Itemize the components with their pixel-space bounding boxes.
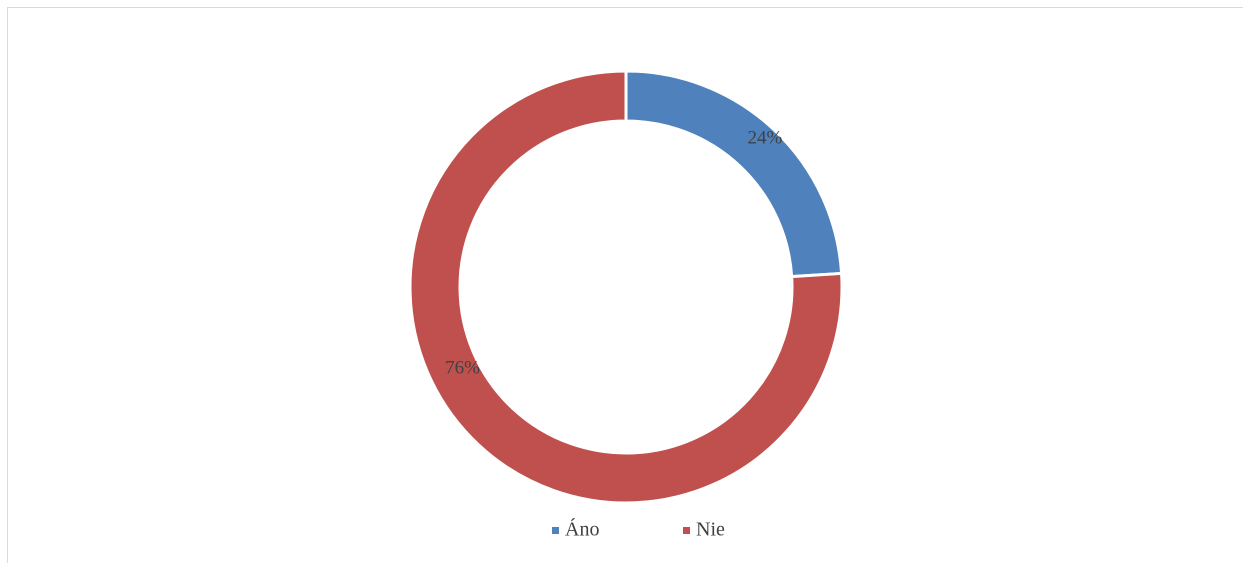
legend-item-ano: Áno — [552, 518, 599, 541]
slice-ano — [624, 69, 844, 279]
legend: Áno Nie — [552, 518, 725, 541]
data-labels: 24% 76% — [445, 127, 782, 378]
slice-nie — [408, 69, 844, 505]
legend-swatch — [683, 527, 690, 534]
legend-item-nie: Nie — [683, 519, 725, 541]
data-label-ano: 24% — [748, 127, 783, 148]
legend-swatch — [552, 527, 559, 534]
legend-label: Áno — [565, 518, 599, 541]
doughnut-slices — [408, 69, 844, 505]
data-label-nie: 76% — [445, 358, 480, 379]
legend-label: Nie — [696, 519, 725, 541]
